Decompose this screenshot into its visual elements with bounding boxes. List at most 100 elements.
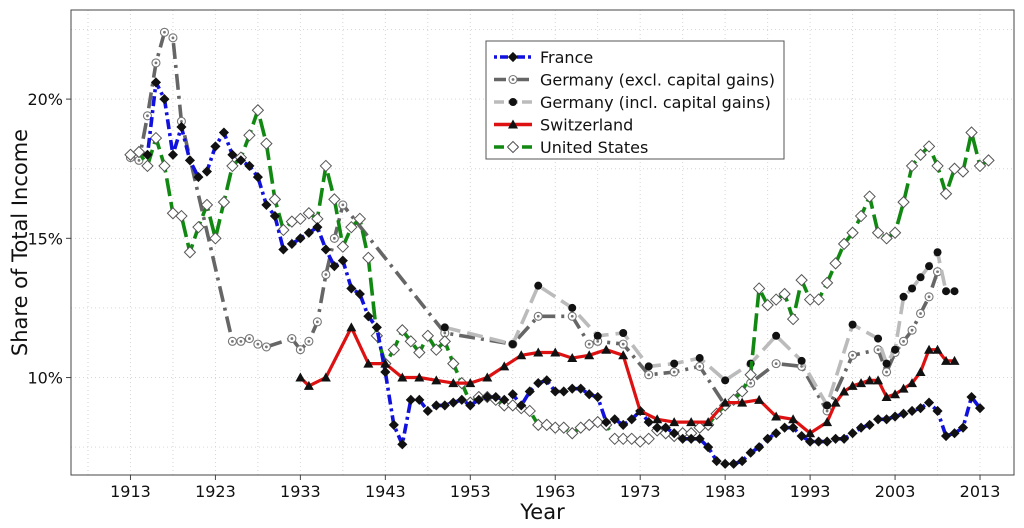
data-point-switzerland — [482, 372, 493, 382]
data-point-france — [507, 389, 518, 400]
data-point-france — [720, 458, 731, 469]
data-point-germany-excl-capital-gains — [159, 27, 170, 37]
data-point-switzerland — [669, 417, 680, 427]
data-point-united-states — [336, 240, 350, 253]
data-point-switzerland — [567, 353, 578, 363]
data-point-germany-incl-capital-gains — [772, 331, 781, 340]
data-point-france — [218, 127, 229, 138]
data-point-united-states — [175, 209, 188, 223]
data-point-france — [788, 422, 799, 433]
data-point-united-states — [914, 148, 927, 161]
data-point-france — [422, 405, 433, 417]
data-point-france — [278, 244, 289, 255]
data-point-germany-excl-capital-gains — [312, 317, 322, 327]
data-point-united-states — [566, 427, 579, 440]
data-point-germany-excl-capital-gains-dot — [256, 342, 260, 346]
data-point-germany-excl-capital-gains-dot — [851, 353, 854, 357]
data-point-france — [142, 149, 153, 160]
data-point-france — [643, 417, 654, 428]
data-point-germany-incl-capital-gains — [848, 320, 857, 329]
data-point-united-states — [523, 404, 536, 418]
data-point-germany-incl-capital-gains — [695, 354, 704, 363]
data-point-switzerland — [380, 358, 391, 368]
data-point-france — [184, 155, 196, 166]
data-point-germany-excl-capital-gains-dot — [876, 348, 880, 352]
series-germany-incl-capital-gains — [440, 248, 959, 410]
data-point-france — [320, 244, 331, 255]
data-point-france — [541, 375, 552, 386]
data-point-united-states — [430, 343, 443, 356]
data-point-united-states — [209, 232, 222, 245]
data-point-france — [499, 394, 510, 405]
data-point-germany-excl-capital-gains-dot — [290, 337, 294, 340]
legend-marker-germany-incl-capital-gains — [509, 98, 517, 106]
data-point-united-states — [846, 226, 859, 239]
legend-marker-united-states — [506, 140, 520, 154]
data-point-germany-excl-capital-gains-dot — [332, 236, 336, 240]
x-tick-label: 2013 — [960, 482, 1001, 501]
data-point-switzerland — [898, 383, 909, 393]
data-point-germany-incl-capital-gains — [891, 345, 900, 354]
axes: 1913 1923 1933 1943 1953 1963 1973 1983 1993 2003… — [8, 90, 1000, 524]
data-point-france — [380, 366, 391, 378]
data-point-germany-excl-capital-gains-dot — [587, 342, 591, 346]
data-point-germany-excl-capital-gains — [329, 233, 339, 243]
data-point-united-states — [617, 432, 630, 446]
data-point-switzerland — [686, 417, 697, 427]
data-point-germany-excl-capital-gains — [244, 334, 254, 344]
data-point-germany-excl-capital-gains-dot — [672, 370, 676, 374]
data-point-france — [575, 383, 586, 394]
data-point-france — [286, 238, 297, 249]
data-point-france — [660, 422, 671, 433]
legend-marker-france — [507, 51, 519, 63]
data-point-united-states — [965, 126, 978, 139]
data-point-germany-excl-capital-gains — [236, 336, 246, 346]
data-point-united-states — [939, 187, 953, 200]
data-point-france — [431, 400, 442, 411]
data-point-germany-excl-capital-gains-dot — [315, 320, 319, 324]
data-point-germany-excl-capital-gains-dot — [231, 339, 234, 343]
data-point-france — [601, 417, 612, 428]
x-tick-label: 1973 — [620, 482, 661, 501]
data-point-france — [949, 428, 960, 439]
data-point-france — [728, 458, 739, 469]
data-point-france — [762, 433, 773, 444]
data-point-united-states — [268, 193, 282, 206]
data-point-france — [533, 378, 544, 389]
data-point-france — [889, 411, 901, 422]
data-point-france — [898, 408, 909, 419]
data-point-france — [957, 422, 969, 433]
data-point-united-states — [149, 131, 163, 145]
data-point-germany-excl-capital-gains-dot — [163, 30, 166, 34]
data-point-united-states — [803, 293, 817, 306]
data-point-switzerland — [652, 414, 663, 424]
data-point-germany-excl-capital-gains-dot — [800, 365, 804, 368]
data-point-germany-excl-capital-gains-dot — [264, 345, 268, 349]
data-point-united-states — [786, 312, 800, 326]
data-point-germany-excl-capital-gains-dot — [698, 365, 702, 368]
data-point-france — [669, 428, 680, 439]
data-point-france — [329, 261, 340, 272]
data-point-united-states — [880, 232, 893, 245]
data-point-germany-excl-capital-gains — [168, 33, 178, 43]
data-point-germany-excl-capital-gains — [533, 311, 543, 321]
data-point-germany-incl-capital-gains — [942, 287, 951, 296]
legend-label-germany-incl-capital-gains: Germany (incl. capital gains) — [540, 93, 771, 112]
data-point-united-states — [132, 145, 146, 159]
data-point-switzerland — [363, 358, 374, 368]
data-point-france — [337, 255, 348, 266]
data-point-germany-incl-capital-gains — [619, 328, 628, 337]
data-point-switzerland — [618, 350, 629, 360]
data-point-germany-excl-capital-gains — [584, 339, 594, 349]
data-point-germany-excl-capital-gains — [295, 345, 305, 355]
data-point-france — [516, 400, 527, 411]
data-point-switzerland — [320, 372, 331, 382]
data-point-france — [652, 422, 663, 433]
data-point-united-states — [158, 159, 171, 173]
data-point-france — [584, 389, 595, 400]
data-point-united-states — [837, 237, 851, 251]
data-point-france — [966, 391, 977, 403]
data-point-france — [677, 433, 688, 444]
data-point-united-states — [922, 140, 936, 153]
series-switzerland — [295, 322, 960, 438]
